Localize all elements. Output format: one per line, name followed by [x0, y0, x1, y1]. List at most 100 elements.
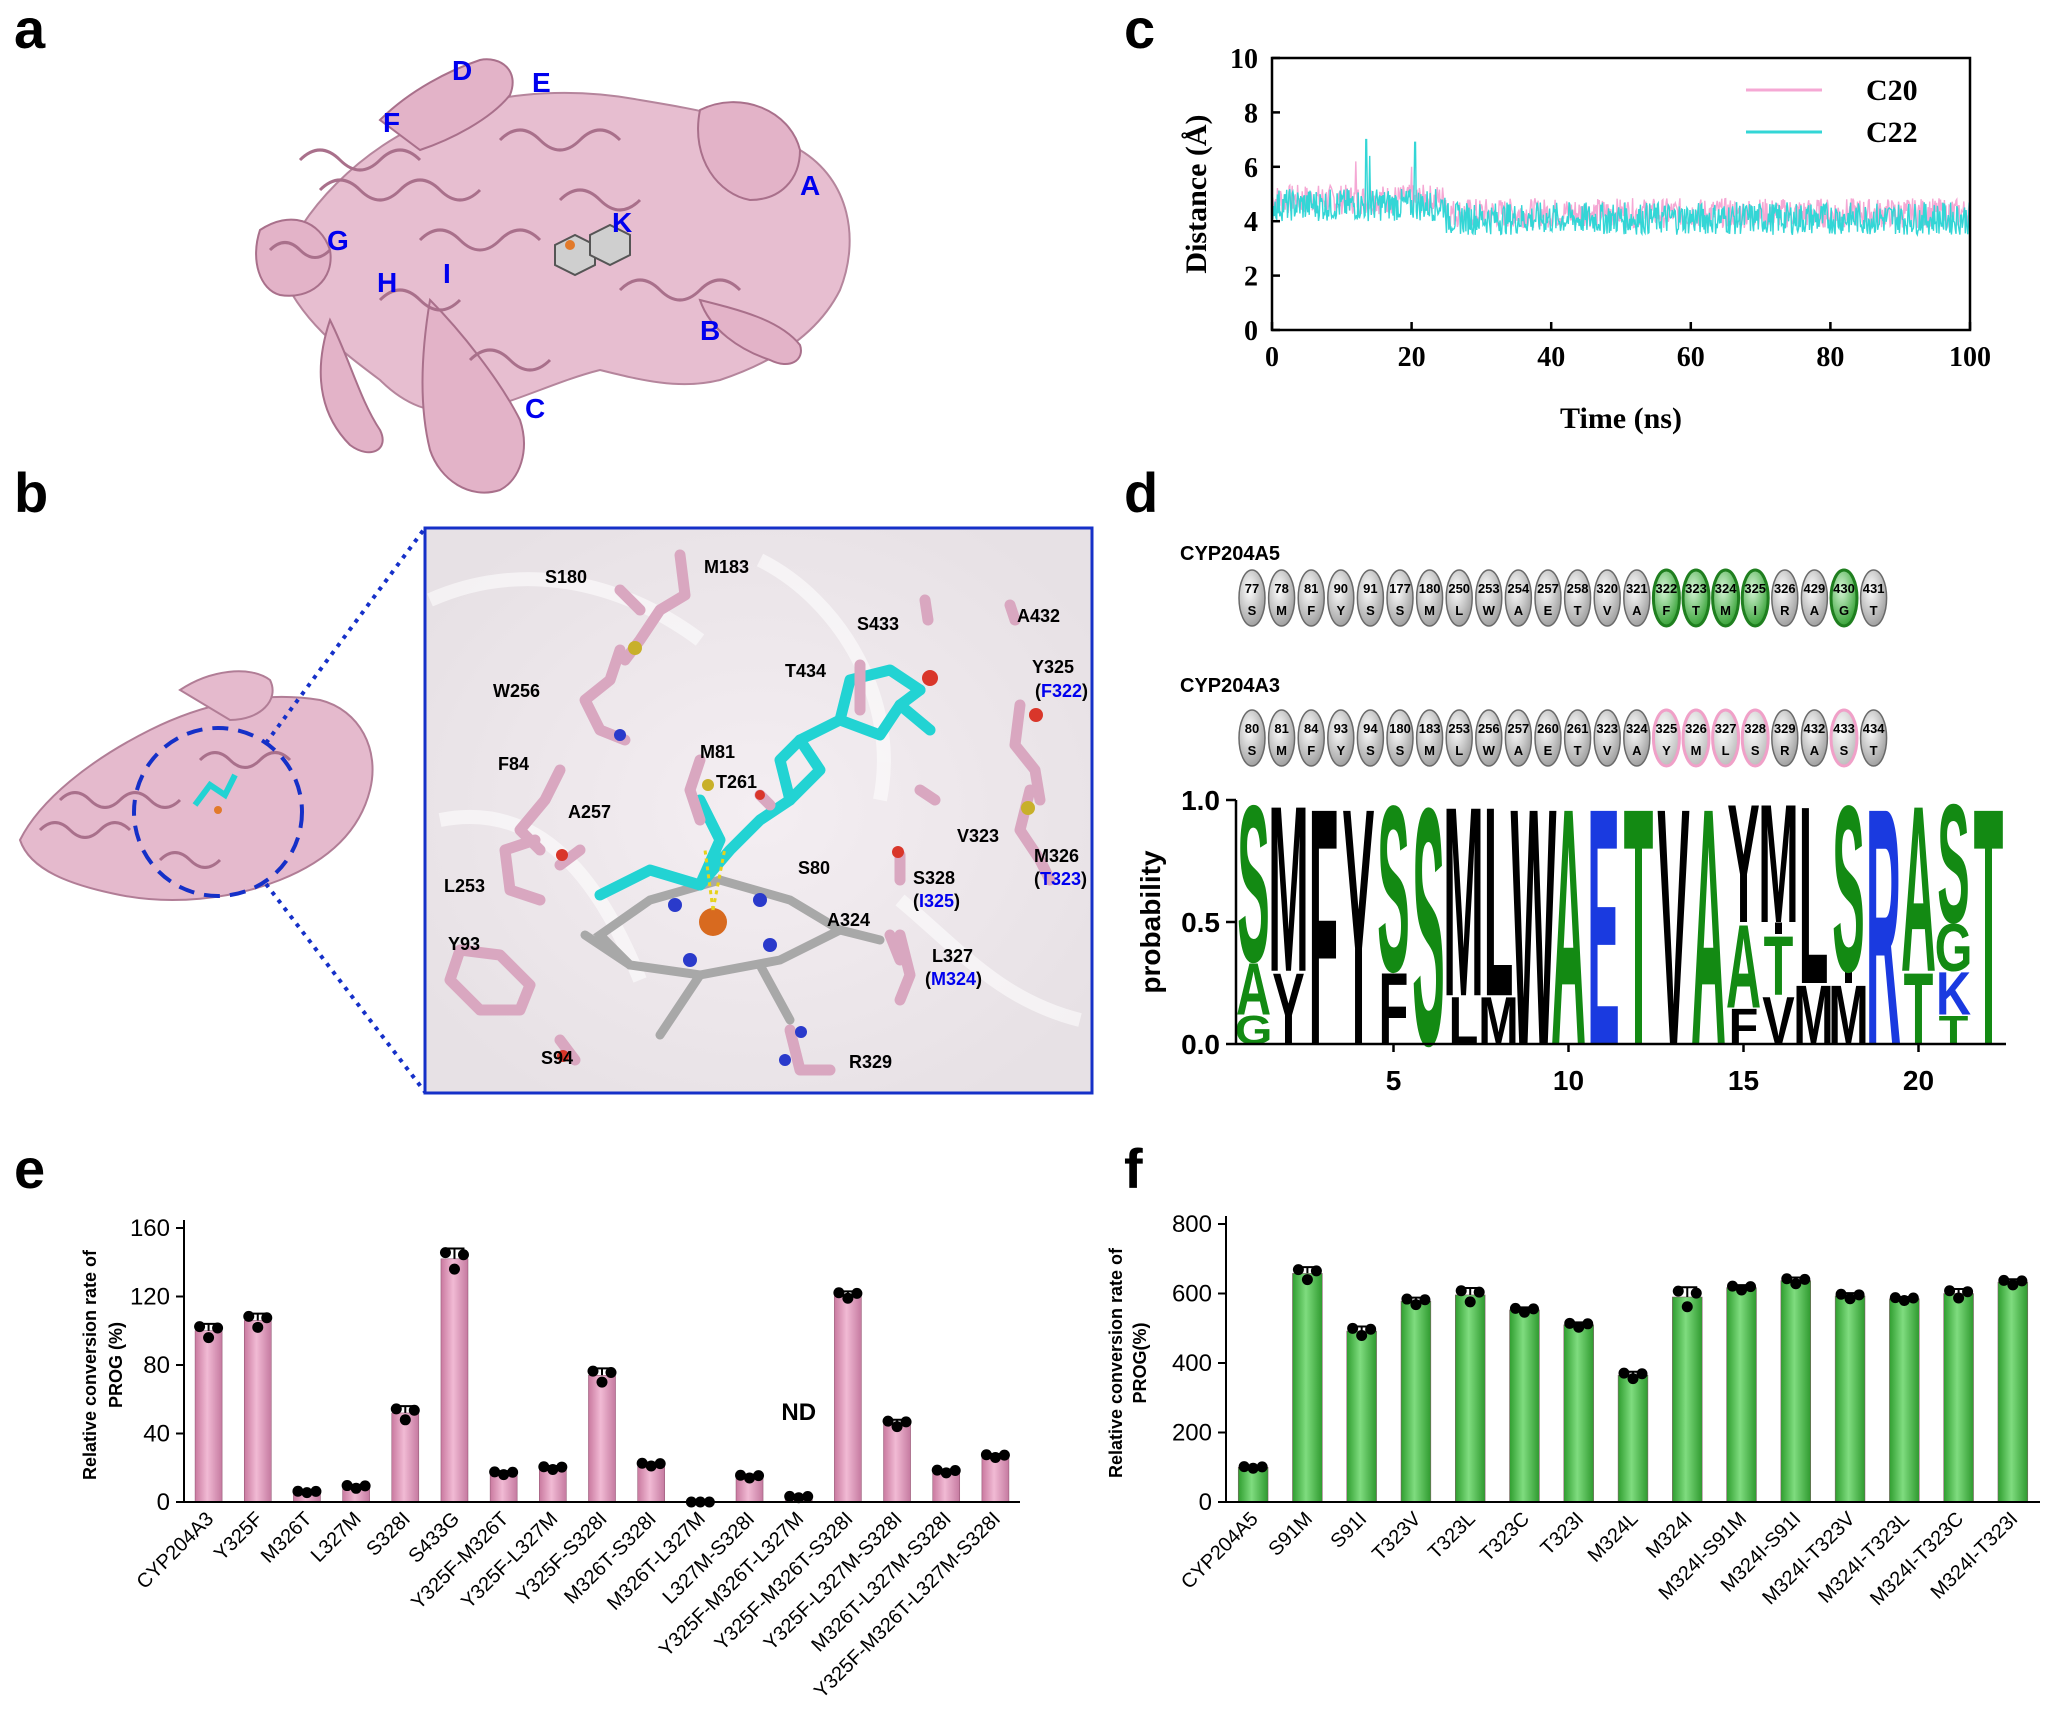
x-tick-label: 15 — [1728, 1065, 1759, 1096]
replicate-point — [949, 1464, 961, 1476]
residue-oval — [1623, 569, 1651, 627]
replicate-point — [1292, 1264, 1304, 1276]
logo-letter: S — [1237, 759, 1269, 1009]
logo-letter: S — [1412, 739, 1444, 1117]
residue-position: 327 — [1715, 721, 1737, 736]
sequence-row-title: CYP204A3 — [1180, 675, 1280, 697]
category-label: Y325F — [210, 1508, 267, 1565]
residue-oval — [1829, 568, 1859, 628]
residue-position: 323 — [1596, 721, 1618, 736]
residue-position: 81 — [1304, 581, 1318, 596]
replicate-point — [753, 1470, 765, 1482]
logo-letter: W — [1511, 739, 1557, 1117]
residue-letter: E — [1544, 603, 1553, 618]
residue-letter: S — [1248, 743, 1257, 758]
replicate-point — [1564, 1317, 1576, 1329]
residue-position: 256 — [1478, 721, 1500, 736]
residue-oval — [1800, 569, 1829, 627]
replicate-point — [989, 1451, 1001, 1463]
residue-position: 322 — [1656, 581, 1678, 596]
category-label: M324L — [1584, 1508, 1643, 1567]
replicate-point — [538, 1461, 550, 1473]
svg-text:(I325): (I325) — [913, 891, 960, 911]
residue-letter: R — [1780, 603, 1790, 618]
replicate-point — [1256, 1461, 1268, 1473]
residue-letter: M — [1276, 603, 1287, 618]
y-axis-label: Relative conversion rate of — [80, 1249, 100, 1480]
y-axis-label: probability — [1135, 850, 1166, 994]
residue-position: 78 — [1274, 581, 1288, 596]
logo-letter: T — [1974, 739, 2004, 1117]
residue-label: S328 — [913, 868, 955, 888]
residue-label: M326 — [1034, 846, 1079, 866]
replicate-point — [596, 1376, 608, 1388]
residue-label: A257 — [568, 802, 611, 822]
homolog-label: T323 — [1040, 869, 1081, 889]
residue-label: S180 — [545, 567, 587, 587]
replicate-point — [793, 1492, 805, 1504]
y-tick-label: 200 — [1172, 1420, 1212, 1447]
replicate-point — [1636, 1368, 1648, 1380]
residue-letter: T — [1870, 603, 1878, 618]
category-label: T323L — [1424, 1508, 1480, 1564]
logo-letter: A — [1691, 739, 1726, 1117]
replicate-point — [1681, 1301, 1693, 1313]
logo-letter: A — [1551, 739, 1586, 1117]
residue-label: R329 — [849, 1052, 892, 1072]
residue-oval — [1711, 708, 1741, 768]
residue-position: 433 — [1833, 721, 1855, 736]
residue-oval — [1563, 709, 1592, 767]
x-axis-label: Time (ns) — [1560, 402, 1682, 435]
replicate-point — [261, 1312, 273, 1324]
replicate-point — [507, 1466, 519, 1478]
residue-position: 91 — [1363, 581, 1377, 596]
logo-letter: L — [1449, 984, 1479, 1059]
bar — [1672, 1296, 1703, 1503]
replicate-point — [1998, 1274, 2010, 1286]
category-label: S91M — [1264, 1508, 1317, 1561]
residue-position: 323 — [1685, 581, 1707, 596]
bar — [588, 1375, 616, 1503]
residue-position: 253 — [1478, 581, 1500, 596]
residue-letter: L — [1455, 603, 1463, 618]
logo-letter: T — [1939, 1008, 1969, 1053]
y-tick-label: 80 — [143, 1352, 170, 1379]
residue-letter: Y — [1662, 743, 1671, 758]
bar — [1617, 1374, 1649, 1503]
residue-oval — [1267, 569, 1296, 627]
residue-oval — [1534, 709, 1562, 767]
x-tick-label: 20 — [1398, 342, 1426, 373]
y-tick-label: 2 — [1244, 262, 1258, 293]
logo-letter: K — [1936, 959, 1971, 1028]
replicate-point — [1347, 1322, 1359, 1334]
replicate-point — [851, 1287, 863, 1299]
y-tick-label: 0.5 — [1181, 907, 1220, 938]
replicate-point — [931, 1464, 943, 1476]
x-tick-label: 60 — [1677, 342, 1705, 373]
residue-position: 431 — [1863, 581, 1885, 596]
replicate-point — [457, 1249, 469, 1261]
logo-letter: A — [1901, 757, 1936, 1022]
residue-position: 80 — [1245, 721, 1259, 736]
residue-letter: E — [1544, 743, 1553, 758]
replicate-point — [1310, 1265, 1322, 1277]
residue-label: T434 — [785, 661, 826, 681]
category-label: T323I — [1537, 1508, 1589, 1560]
bar — [1346, 1330, 1377, 1503]
x-tick-label: 0 — [1265, 342, 1279, 373]
replicate-point — [547, 1463, 559, 1475]
residue-oval — [1445, 569, 1473, 627]
logo-letter: L — [1799, 752, 1829, 1037]
bar — [1997, 1281, 2029, 1503]
replicate-point — [1618, 1367, 1630, 1379]
replicate-point — [2016, 1275, 2028, 1287]
residue-oval — [1475, 569, 1503, 627]
replicate-point — [1898, 1294, 1910, 1306]
residue-letter: W — [1483, 603, 1496, 618]
helix-label: G — [327, 225, 349, 256]
residue-position: 260 — [1537, 721, 1559, 736]
residue-position: 81 — [1274, 721, 1288, 736]
y-tick-label: 10 — [1230, 44, 1258, 75]
residue-letter: S — [1366, 743, 1375, 758]
category-label: T323C — [1476, 1508, 1534, 1566]
